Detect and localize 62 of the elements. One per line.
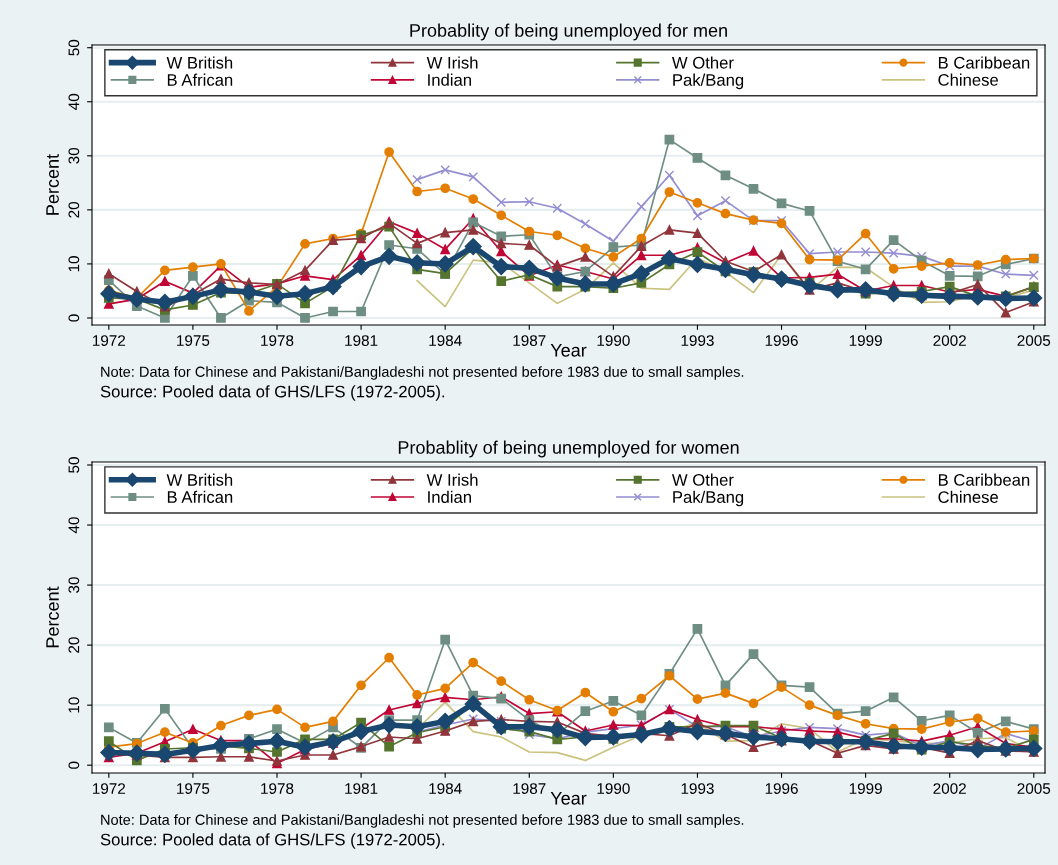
source-note: Source: Pooled data of GHS/LFS (1972-2005). <box>100 833 445 849</box>
x-tick-label: 1987 <box>513 783 546 794</box>
y-tick-label: 20 <box>68 201 80 218</box>
x-tick-label: 1972 <box>92 335 126 346</box>
x-tick-label: 1972 <box>92 783 126 794</box>
y-axis-title: Percent <box>46 586 59 648</box>
y-tick-label: 20 <box>68 637 80 653</box>
legend-label: Pak/Bang <box>673 73 744 90</box>
x-tick-label: 1987 <box>513 335 546 346</box>
legend-label: Pak/Bang <box>673 490 744 507</box>
x-tick-label: 1996 <box>765 783 798 794</box>
x-tick-label: 2002 <box>933 783 966 794</box>
x-tick-label: 2002 <box>933 335 966 346</box>
legend-label: W Irish <box>426 473 478 486</box>
legend-label: W Other <box>671 473 734 486</box>
x-tick-label: 1996 <box>765 335 798 346</box>
legend-label: Chinese <box>938 490 998 503</box>
y-axis-title: Percent <box>46 154 59 215</box>
x-axis-title: Year <box>550 792 587 805</box>
y-tick-label: 50 <box>68 457 80 473</box>
legend-label: B African <box>167 490 233 503</box>
x-tick-label: 1999 <box>849 783 882 794</box>
legend-label: Chinese <box>938 73 998 86</box>
x-tick-label: 1975 <box>177 783 210 794</box>
y-tick-label: 0 <box>68 761 80 769</box>
chart-title: Probablity of being unemployed for women <box>398 440 739 458</box>
x-tick-label: 1978 <box>261 783 294 794</box>
legend-label: W Irish <box>426 56 478 69</box>
text: Note: Data for Chinese and Pakistani/Bangladeshi not presented before 1983 due to small samples. <box>101 814 744 828</box>
x-tick-label: 1999 <box>849 335 882 346</box>
x-tick-label: 1978 <box>261 335 294 346</box>
text: Note: Data for Chinese and Pakistani/Bangladeshi not presented before 1983 due to small samples. <box>101 366 744 380</box>
x-tick-label: 1981 <box>345 783 378 794</box>
y-tick-label: 40 <box>68 93 80 110</box>
x-tick-label: 2005 <box>1017 335 1051 346</box>
x-tick-label: 1993 <box>681 335 714 346</box>
x-tick-label: 1990 <box>597 335 630 346</box>
y-tick-label: 30 <box>68 577 80 593</box>
x-tick-label: 1984 <box>429 335 462 346</box>
x-tick-label: 1990 <box>597 783 630 794</box>
legend-label: W British <box>166 473 233 486</box>
source-note: Source: Pooled data of GHS/LFS (1972-2005). <box>100 385 445 401</box>
x-axis-title: Year <box>550 344 587 357</box>
legend-label: B Caribbean <box>938 56 1030 69</box>
x-tick-label: 2005 <box>1017 783 1051 794</box>
chart-title: Probablity of being unemployed for men <box>410 23 727 41</box>
y-tick-label: 30 <box>68 147 80 164</box>
y-tick-label: 10 <box>68 256 80 272</box>
y-tick-label: 0 <box>68 314 80 322</box>
y-tick-label: 40 <box>68 517 80 534</box>
legend-label: B Caribbean <box>938 473 1030 486</box>
x-tick-label: 1975 <box>177 335 210 346</box>
legend-label: B African <box>167 73 233 86</box>
legend-label: Indian <box>428 73 471 86</box>
x-tick-label: 1984 <box>429 783 462 794</box>
legend-label: W Other <box>671 56 734 69</box>
legend-label: Indian <box>428 490 471 503</box>
y-tick-label: 10 <box>68 697 80 713</box>
legend-label: W British <box>166 56 233 69</box>
x-tick-label: 1981 <box>345 335 378 346</box>
x-tick-label: 1993 <box>681 783 714 794</box>
y-tick-label: 50 <box>68 39 80 56</box>
